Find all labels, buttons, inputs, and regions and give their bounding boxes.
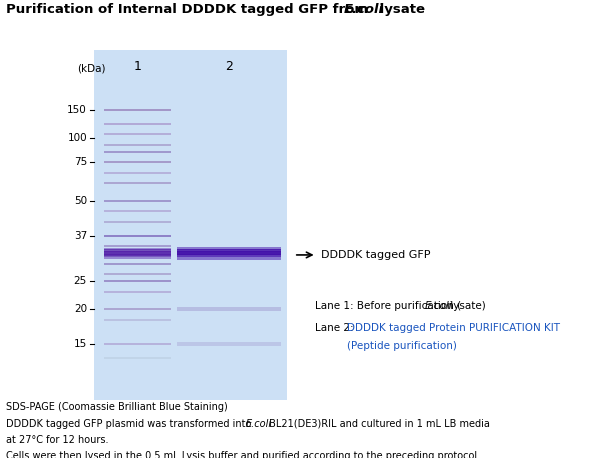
FancyBboxPatch shape (104, 308, 171, 310)
FancyBboxPatch shape (104, 291, 171, 293)
Text: 2: 2 (225, 60, 233, 73)
FancyBboxPatch shape (104, 357, 171, 359)
Text: lysate): lysate) (447, 300, 486, 311)
Text: at 27°C for 12 hours.: at 27°C for 12 hours. (5, 435, 108, 445)
FancyBboxPatch shape (94, 50, 287, 400)
Text: Purification of Internal DDDDK tagged GFP from: Purification of Internal DDDDK tagged GF… (5, 3, 373, 16)
Text: 1: 1 (134, 60, 142, 73)
FancyBboxPatch shape (104, 250, 171, 252)
FancyBboxPatch shape (177, 251, 281, 255)
Text: (kDa): (kDa) (77, 63, 105, 73)
FancyBboxPatch shape (177, 257, 281, 260)
FancyBboxPatch shape (104, 151, 171, 153)
Text: BL21(DE3)RIL and cultured in 1 mL LB media: BL21(DE3)RIL and cultured in 1 mL LB med… (266, 419, 490, 429)
Text: 37: 37 (74, 231, 87, 241)
Text: 25: 25 (74, 276, 87, 286)
FancyBboxPatch shape (104, 172, 171, 174)
FancyBboxPatch shape (104, 254, 171, 257)
Text: 20: 20 (74, 304, 87, 314)
FancyBboxPatch shape (104, 210, 171, 212)
Text: E.coli: E.coli (425, 300, 452, 311)
Text: 15: 15 (74, 339, 87, 349)
FancyBboxPatch shape (104, 251, 171, 255)
FancyBboxPatch shape (104, 133, 171, 135)
FancyBboxPatch shape (104, 161, 171, 164)
FancyBboxPatch shape (177, 343, 281, 346)
FancyBboxPatch shape (104, 262, 171, 265)
FancyBboxPatch shape (104, 273, 171, 275)
Text: DDDDK tagged GFP: DDDDK tagged GFP (321, 250, 431, 260)
Text: E.coli: E.coli (344, 3, 384, 16)
Text: DDDDK tagged Protein PURIFICATION KIT: DDDDK tagged Protein PURIFICATION KIT (347, 323, 560, 333)
FancyBboxPatch shape (104, 319, 171, 321)
Text: SDS-PAGE (Coomassie Brilliant Blue Staining): SDS-PAGE (Coomassie Brilliant Blue Stain… (5, 402, 227, 412)
Text: 100: 100 (67, 133, 87, 143)
FancyBboxPatch shape (104, 221, 171, 223)
FancyBboxPatch shape (104, 254, 171, 256)
Text: DDDDK tagged GFP plasmid was transformed into: DDDDK tagged GFP plasmid was transformed… (5, 419, 254, 429)
FancyBboxPatch shape (104, 109, 171, 111)
FancyBboxPatch shape (104, 280, 171, 282)
Text: Cells were then lysed in the 0.5 mL Lysis buffer and purified according to the p: Cells were then lysed in the 0.5 mL Lysi… (5, 452, 480, 458)
FancyBboxPatch shape (104, 248, 171, 251)
FancyBboxPatch shape (104, 200, 171, 202)
FancyBboxPatch shape (104, 256, 171, 260)
FancyBboxPatch shape (104, 245, 171, 247)
FancyBboxPatch shape (104, 144, 171, 146)
Text: 75: 75 (74, 157, 87, 167)
Text: (Peptide purification): (Peptide purification) (347, 341, 457, 351)
Text: lysate: lysate (375, 3, 425, 16)
Text: 150: 150 (67, 105, 87, 115)
Text: Lane 1: Before purification (: Lane 1: Before purification ( (316, 300, 461, 311)
Text: E.coli: E.coli (245, 419, 272, 429)
FancyBboxPatch shape (104, 123, 171, 125)
FancyBboxPatch shape (104, 234, 171, 237)
FancyBboxPatch shape (177, 254, 281, 257)
Text: Lane 2:: Lane 2: (316, 323, 358, 333)
FancyBboxPatch shape (104, 182, 171, 184)
FancyBboxPatch shape (177, 249, 281, 252)
FancyBboxPatch shape (177, 246, 281, 250)
Text: 50: 50 (74, 196, 87, 206)
FancyBboxPatch shape (177, 307, 281, 311)
FancyBboxPatch shape (104, 343, 171, 345)
